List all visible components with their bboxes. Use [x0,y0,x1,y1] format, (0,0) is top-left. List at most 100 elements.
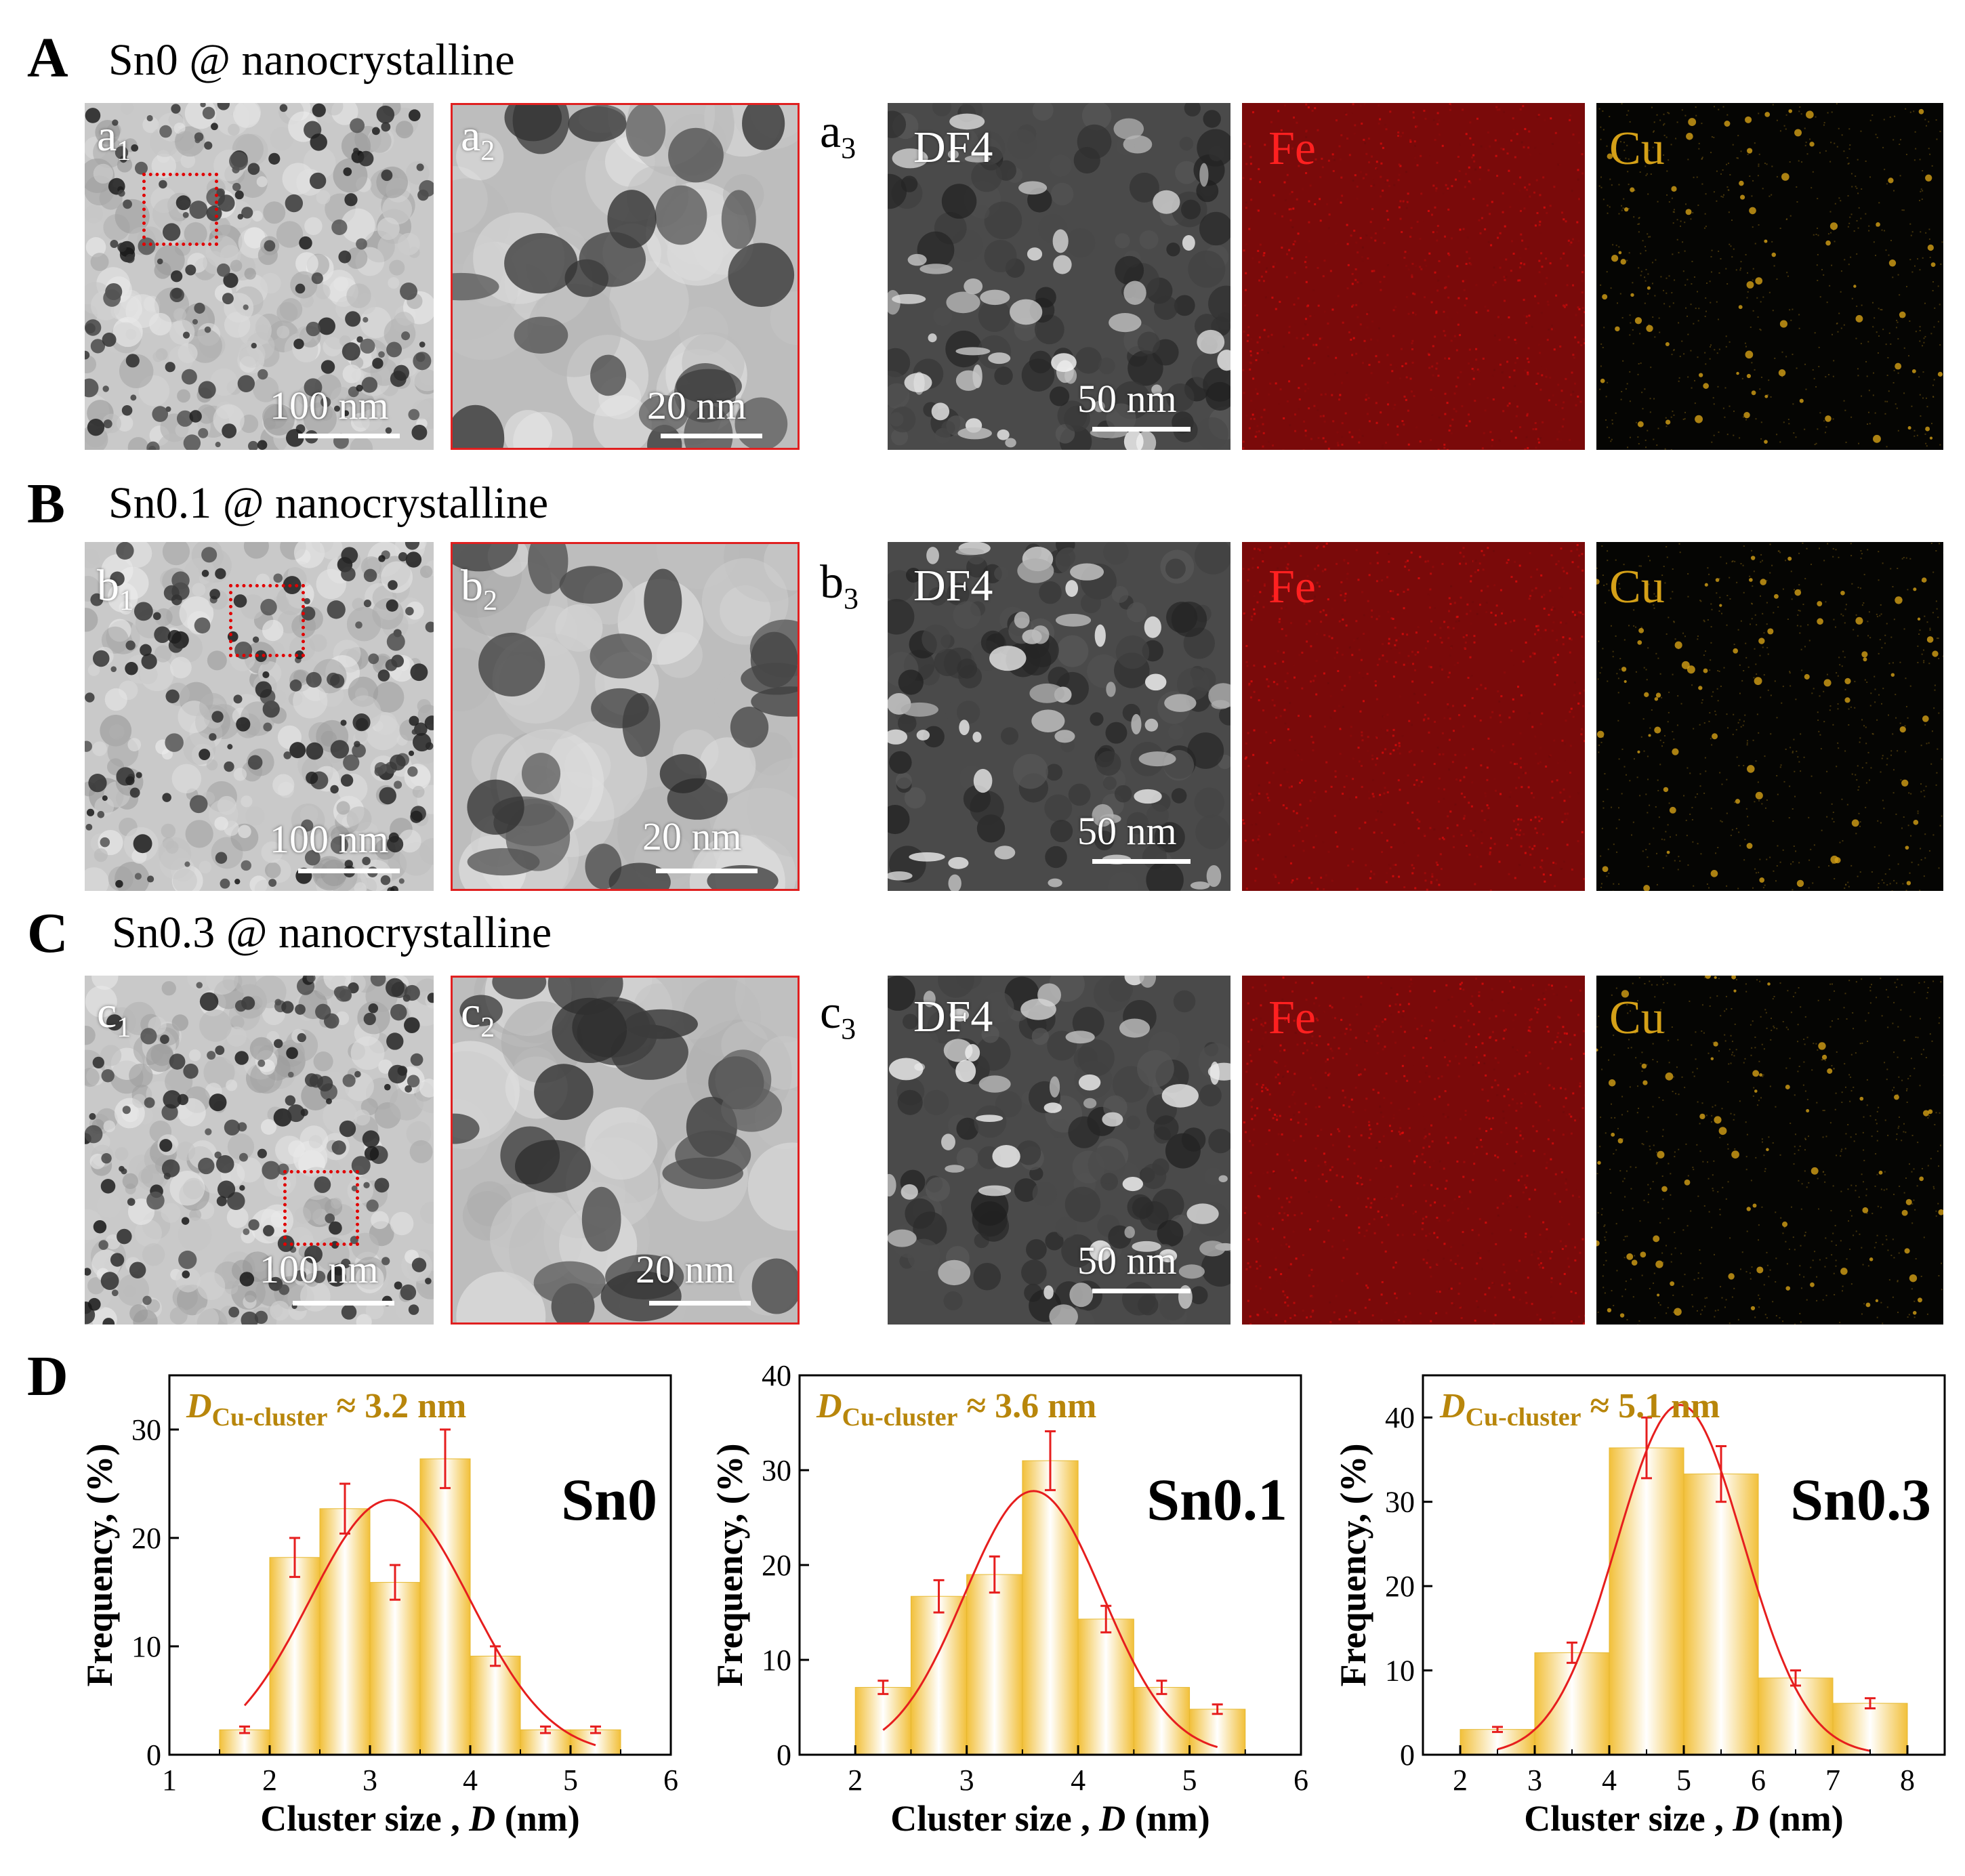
histogram-sn03-svg: 2 3 4 5 6 7 8 0 10 20 30 40 Cluster size , D (nm) Fre… [1333,1374,1946,1839]
panel-label-b3: b3 [820,556,859,615]
histogram-bar [369,1582,421,1755]
x-tick-label: 3 [1527,1764,1542,1797]
mean-size-annotation: DCu-cluster ≈ 3.6 nm [816,1387,1096,1432]
y-axis-label: Frequency, (%) [1333,1444,1373,1687]
fe-map-a [1242,103,1585,450]
y-tick-label: 40 [762,1362,791,1392]
error-bar [1865,1697,1876,1710]
tem-bf-texture [85,976,434,1325]
zoom-region-box-a1 [142,173,218,246]
scale-label-c1: 100 nm [260,1247,379,1291]
histogram-bar [1609,1447,1684,1755]
scale-bar-a1 [298,434,400,438]
scale-label-c3: 50 nm [1077,1238,1177,1283]
eds-cu-texture [1596,103,1943,450]
cu-label-c: Cu [1609,992,1665,1044]
error-bar [933,1579,945,1614]
histogram-bar [1683,1474,1759,1755]
error-bar [877,1680,889,1695]
tem-df-texture [888,103,1230,450]
error-bar [239,1725,250,1734]
panel-label-a2: a2 [461,111,495,167]
gaussian-fit-curve [882,1490,1218,1749]
panel-label-c2: c2 [461,988,495,1043]
dark-field-image-b3 [888,542,1230,891]
error-bar [989,1555,1000,1594]
error-bar [1212,1703,1223,1715]
scale-label-b1: 100 nm [270,817,389,861]
x-axis-label: Cluster size , D (nm) [260,1798,579,1839]
x-axis-label: Cluster size , D (nm) [1524,1798,1843,1839]
gaussian-fit-curve [243,1499,596,1747]
fe-map-b [1242,542,1585,891]
scale-bar-b2 [656,869,758,873]
y-tick-label: 20 [1385,1570,1415,1603]
sample-label: Sn0 [561,1467,657,1533]
scale-bar-b3 [1092,859,1191,864]
error-bar [390,1564,400,1601]
eds-cu-texture [1596,542,1943,891]
scale-bar-c2 [649,1301,751,1306]
error-bar [1156,1680,1167,1695]
panel-label-a1: a1 [97,111,131,167]
error-bar [1100,1604,1112,1633]
histogram-sn03: 2 3 4 5 6 7 8 0 10 20 30 40 Cluster size , D (nm) Fre… [1321,1362,1965,1863]
x-tick-label: 5 [563,1764,578,1797]
x-tick-label: 6 [1294,1764,1308,1797]
eds-fe-texture [1242,542,1585,891]
x-axis-label: Cluster size , D (nm) [890,1798,1209,1839]
df-label-c3: DF4 [913,992,993,1041]
scale-label-a1: 100 nm [270,383,389,428]
row-a-title: Sn0 @ nanocrystalline [108,35,515,85]
bright-field-overview-c1 [85,976,434,1325]
dark-field-image-c3 [888,976,1230,1325]
zoom-region-box-c1 [283,1170,359,1246]
x-tick-label: 2 [1453,1764,1468,1797]
histogram-bar [1189,1709,1246,1755]
error-bar [540,1725,551,1734]
row-c-letter: C [27,902,68,965]
mean-size-annotation: DCu-cluster ≈ 5.1 nm [1439,1387,1720,1432]
eds-fe-texture [1242,976,1585,1325]
tem-zoom-texture [453,544,798,889]
fe-map-c [1242,976,1585,1325]
zoom-image-b2 [451,542,800,891]
fe-label-c: Fe [1268,992,1316,1044]
tem-bf-texture [85,542,434,891]
zoom-image-a2 [451,103,800,450]
error-bar [1492,1726,1503,1733]
y-tick-label: 20 [762,1549,791,1582]
error-bar [440,1428,451,1489]
y-tick-label: 0 [1400,1738,1415,1772]
bright-field-overview-a1 [85,103,434,450]
y-tick-label: 10 [131,1630,161,1663]
cu-map-b [1596,542,1943,891]
histogram-bar [1534,1652,1610,1755]
bright-field-overview-b1 [85,542,434,891]
fe-label-a: Fe [1268,123,1316,175]
eds-cu-texture [1596,976,1943,1325]
x-tick-label: 6 [663,1764,678,1797]
histogram-bar [966,1574,1023,1755]
x-tick-label: 4 [1071,1764,1085,1797]
cu-label-a: Cu [1609,123,1665,175]
eds-fe-texture [1242,103,1585,450]
df-label-b3: DF4 [913,561,993,610]
histogram-bar [319,1508,371,1755]
y-tick-label: 0 [146,1738,161,1772]
error-bar [289,1537,300,1579]
row-a-letter: A [27,26,68,89]
x-tick-label: 5 [1182,1764,1197,1797]
y-tick-label: 30 [131,1413,161,1446]
histogram-bar [1133,1687,1191,1755]
row-b-letter: B [27,472,66,535]
histogram-sn01-svg: 2 3 4 5 6 0 10 20 30 40 Cluster size , D (nm) Frequ… [709,1359,1308,1839]
x-tick-label: 7 [1825,1764,1840,1797]
scale-label-a2: 20 nm [647,383,747,428]
cu-label-b: Cu [1609,561,1665,613]
scale-bar-b1 [298,869,400,873]
histogram-bar [419,1458,471,1755]
cu-map-a [1596,103,1943,450]
scale-label-c2: 20 nm [636,1247,735,1291]
tem-bf-texture [85,103,434,450]
